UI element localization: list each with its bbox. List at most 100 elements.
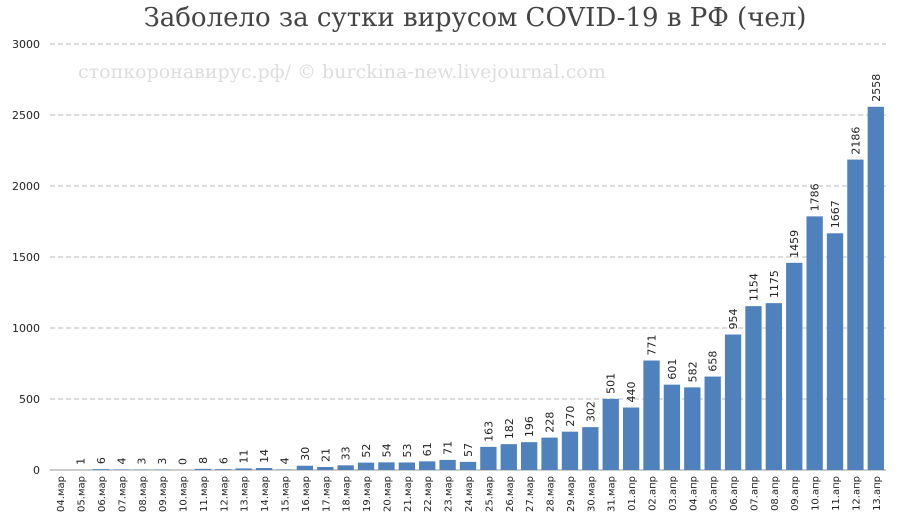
bar <box>582 427 599 470</box>
x-tick-label: 09.мар <box>158 476 169 512</box>
value-label: 658 <box>707 351 720 372</box>
x-tick-label: 21.мар <box>403 476 414 512</box>
value-label: 501 <box>605 373 618 394</box>
x-tick-label: 12.апр <box>851 476 862 511</box>
value-label: 6 <box>95 457 108 464</box>
value-label: 1175 <box>768 270 781 298</box>
x-tick-label: 22.мар <box>423 476 434 512</box>
x-tick-label: 12.мар <box>219 476 230 512</box>
value-label: 1667 <box>829 200 842 228</box>
x-tick-label: 16.мар <box>301 476 312 512</box>
value-label: 1459 <box>788 230 801 258</box>
bar <box>235 468 252 470</box>
bar <box>724 334 742 470</box>
bar <box>337 465 354 470</box>
bar <box>378 462 395 470</box>
value-label: 61 <box>421 442 434 456</box>
bar <box>704 376 721 470</box>
x-tick-label: 10.мар <box>179 476 190 512</box>
bar <box>194 468 212 470</box>
x-tick-label: 05.мар <box>77 476 88 512</box>
value-label: 53 <box>401 443 414 457</box>
value-label: 3 <box>136 458 149 465</box>
bar <box>867 106 884 470</box>
value-label: 1154 <box>747 273 760 301</box>
x-tick-label: 07.апр <box>749 476 760 511</box>
bar <box>113 469 130 470</box>
bar <box>419 461 436 470</box>
x-tick-label: 15.мар <box>280 476 291 512</box>
x-tick-label: 11.апр <box>831 476 842 511</box>
bar <box>663 384 681 470</box>
x-tick-label: 13.мар <box>240 476 251 512</box>
x-tick-label: 13.апр <box>872 476 883 511</box>
bar <box>643 360 660 470</box>
value-label: 601 <box>666 359 679 380</box>
value-label: 2558 <box>870 74 883 102</box>
x-tick-label: 10.апр <box>811 476 822 511</box>
value-label: 0 <box>177 458 190 465</box>
value-label: 1786 <box>809 183 822 211</box>
value-label: 582 <box>686 361 699 382</box>
watermark: стопкоронавирус.рф/ © burckina-new.livej… <box>78 61 606 83</box>
value-label: 771 <box>646 335 659 356</box>
x-tick-label: 30.мар <box>586 476 597 512</box>
value-label: 3 <box>156 458 169 465</box>
bar <box>459 461 477 470</box>
x-tick-label: 04.мар <box>56 476 67 512</box>
y-tick-label: 2000 <box>12 180 40 193</box>
value-label: 270 <box>564 406 577 427</box>
bar <box>561 431 579 470</box>
x-tick-label: 29.мар <box>566 476 577 512</box>
x-tick-label: 04.апр <box>688 476 699 511</box>
bar <box>806 216 823 470</box>
bar <box>439 459 456 470</box>
x-tick-label: 09.апр <box>790 476 801 511</box>
value-label: 182 <box>503 418 516 439</box>
x-tick-label: 19.мар <box>362 476 373 512</box>
x-tick-label: 03.апр <box>668 476 679 511</box>
y-tick-label: 2500 <box>12 109 40 122</box>
bar <box>480 446 497 470</box>
bar <box>541 437 558 470</box>
x-tick-label: 23.мар <box>444 476 455 512</box>
value-label: 2186 <box>849 127 862 155</box>
bar <box>276 469 293 470</box>
value-label: 1 <box>75 458 88 465</box>
x-tick-label: 08.мар <box>138 476 149 512</box>
bar <box>317 467 334 470</box>
value-label: 71 <box>442 441 455 455</box>
value-label: 6 <box>217 457 230 464</box>
bar <box>765 303 783 470</box>
value-label: 57 <box>462 443 475 457</box>
chart-title: Заболело за сутки вирусом COVID-19 в РФ … <box>144 3 807 33</box>
value-label: 33 <box>340 446 353 460</box>
bar <box>398 462 415 470</box>
value-label: 196 <box>523 416 536 437</box>
bar <box>602 398 619 470</box>
x-tick-label: 06.апр <box>729 476 740 511</box>
value-label: 11 <box>238 449 251 463</box>
x-tick-label: 14.мар <box>260 476 271 512</box>
value-label: 14 <box>258 449 271 463</box>
bar <box>826 233 844 470</box>
bar <box>357 462 375 470</box>
x-tick-label: 25.мар <box>484 476 495 512</box>
x-tick-label: 02.апр <box>648 476 659 511</box>
value-label: 163 <box>482 421 495 442</box>
value-label: 302 <box>584 401 597 422</box>
value-label: 21 <box>319 448 332 462</box>
bar <box>500 444 517 470</box>
value-label: 54 <box>380 443 393 457</box>
bar <box>622 407 640 470</box>
bar <box>745 306 762 470</box>
value-label: 4 <box>278 457 291 464</box>
value-label: 30 <box>299 447 312 461</box>
x-tick-label: 20.мар <box>382 476 393 512</box>
value-label: 8 <box>197 457 210 464</box>
bar <box>296 465 314 470</box>
y-tick-label: 3000 <box>12 38 40 51</box>
x-tick-label: 06.мар <box>97 476 108 512</box>
x-tick-label: 07.мар <box>117 476 128 512</box>
